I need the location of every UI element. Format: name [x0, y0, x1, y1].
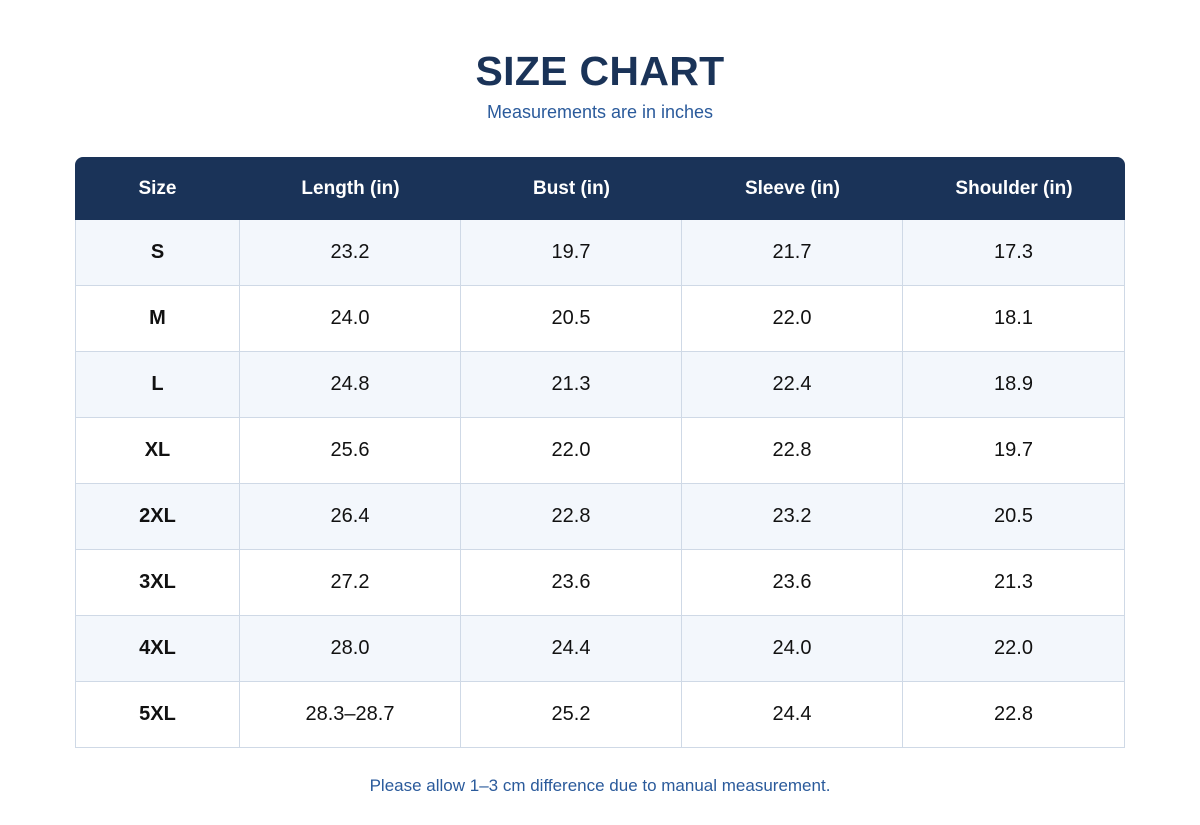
sleeve-cell: 22.8 — [682, 418, 903, 484]
page-subtitle: Measurements are in inches — [486, 102, 714, 122]
table-row: XL 25.6 22.0 22.8 19.7 — [75, 418, 1125, 484]
shoulder-cell: 18.1 — [903, 286, 1125, 352]
table-row: 3XL 27.2 23.6 23.6 21.3 — [75, 550, 1125, 616]
size-cell: 2XL — [75, 484, 240, 550]
size-cell: XL — [75, 418, 240, 484]
sleeve-cell: 22.0 — [682, 286, 903, 352]
table-row: 4XL 28.0 24.4 24.0 22.0 — [75, 616, 1125, 682]
bust-cell: 22.0 — [461, 418, 682, 484]
column-header-bust: Bust (in) — [461, 157, 682, 220]
size-cell: 3XL — [75, 550, 240, 616]
bust-cell: 22.8 — [461, 484, 682, 550]
shoulder-cell: 19.7 — [903, 418, 1125, 484]
table-row: L 24.8 21.3 22.4 18.9 — [75, 352, 1125, 418]
table-row: S 23.2 19.7 21.7 17.3 — [75, 220, 1125, 286]
length-cell: 24.8 — [240, 352, 461, 418]
shoulder-cell: 21.3 — [903, 550, 1125, 616]
bust-cell: 20.5 — [461, 286, 682, 352]
shoulder-cell: 17.3 — [903, 220, 1125, 286]
length-cell: 28.3–28.7 — [240, 682, 461, 748]
length-cell: 28.0 — [240, 616, 461, 682]
column-header-size: Size — [75, 157, 240, 220]
table-row: M 24.0 20.5 22.0 18.1 — [75, 286, 1125, 352]
shoulder-cell: 22.8 — [903, 682, 1125, 748]
page-title: SIZE CHART — [475, 48, 725, 94]
size-cell: 4XL — [75, 616, 240, 682]
header-row: Size Length (in) Bust (in) Sleeve (in) S… — [75, 157, 1125, 220]
sleeve-cell: 22.4 — [682, 352, 903, 418]
bust-cell: 25.2 — [461, 682, 682, 748]
sleeve-cell: 24.4 — [682, 682, 903, 748]
measurement-note: Please allow 1–3 cm difference due to ma… — [369, 776, 831, 795]
table-row: 2XL 26.4 22.8 23.2 20.5 — [75, 484, 1125, 550]
sleeve-cell: 21.7 — [682, 220, 903, 286]
bust-cell: 21.3 — [461, 352, 682, 418]
size-cell: L — [75, 352, 240, 418]
sleeve-cell: 23.2 — [682, 484, 903, 550]
size-cell: S — [75, 220, 240, 286]
sleeve-cell: 24.0 — [682, 616, 903, 682]
column-header-shoulder: Shoulder (in) — [903, 157, 1125, 220]
column-header-sleeve: Sleeve (in) — [682, 157, 903, 220]
length-cell: 25.6 — [240, 418, 461, 484]
length-cell: 23.2 — [240, 220, 461, 286]
table-body: S 23.2 19.7 21.7 17.3 M 24.0 20.5 22.0 1… — [75, 220, 1125, 748]
size-cell: 5XL — [75, 682, 240, 748]
size-chart-table: Size Length (in) Bust (in) Sleeve (in) S… — [75, 157, 1125, 748]
table-row: 5XL 28.3–28.7 25.2 24.4 22.8 — [75, 682, 1125, 748]
bust-cell: 19.7 — [461, 220, 682, 286]
sleeve-cell: 23.6 — [682, 550, 903, 616]
bust-cell: 23.6 — [461, 550, 682, 616]
length-cell: 26.4 — [240, 484, 461, 550]
column-header-length: Length (in) — [240, 157, 461, 220]
shoulder-cell: 20.5 — [903, 484, 1125, 550]
size-chart-table-container: Size Length (in) Bust (in) Sleeve (in) S… — [75, 157, 1125, 748]
shoulder-cell: 18.9 — [903, 352, 1125, 418]
bust-cell: 24.4 — [461, 616, 682, 682]
size-cell: M — [75, 286, 240, 352]
length-cell: 24.0 — [240, 286, 461, 352]
table-header: Size Length (in) Bust (in) Sleeve (in) S… — [75, 157, 1125, 220]
length-cell: 27.2 — [240, 550, 461, 616]
shoulder-cell: 22.0 — [903, 616, 1125, 682]
